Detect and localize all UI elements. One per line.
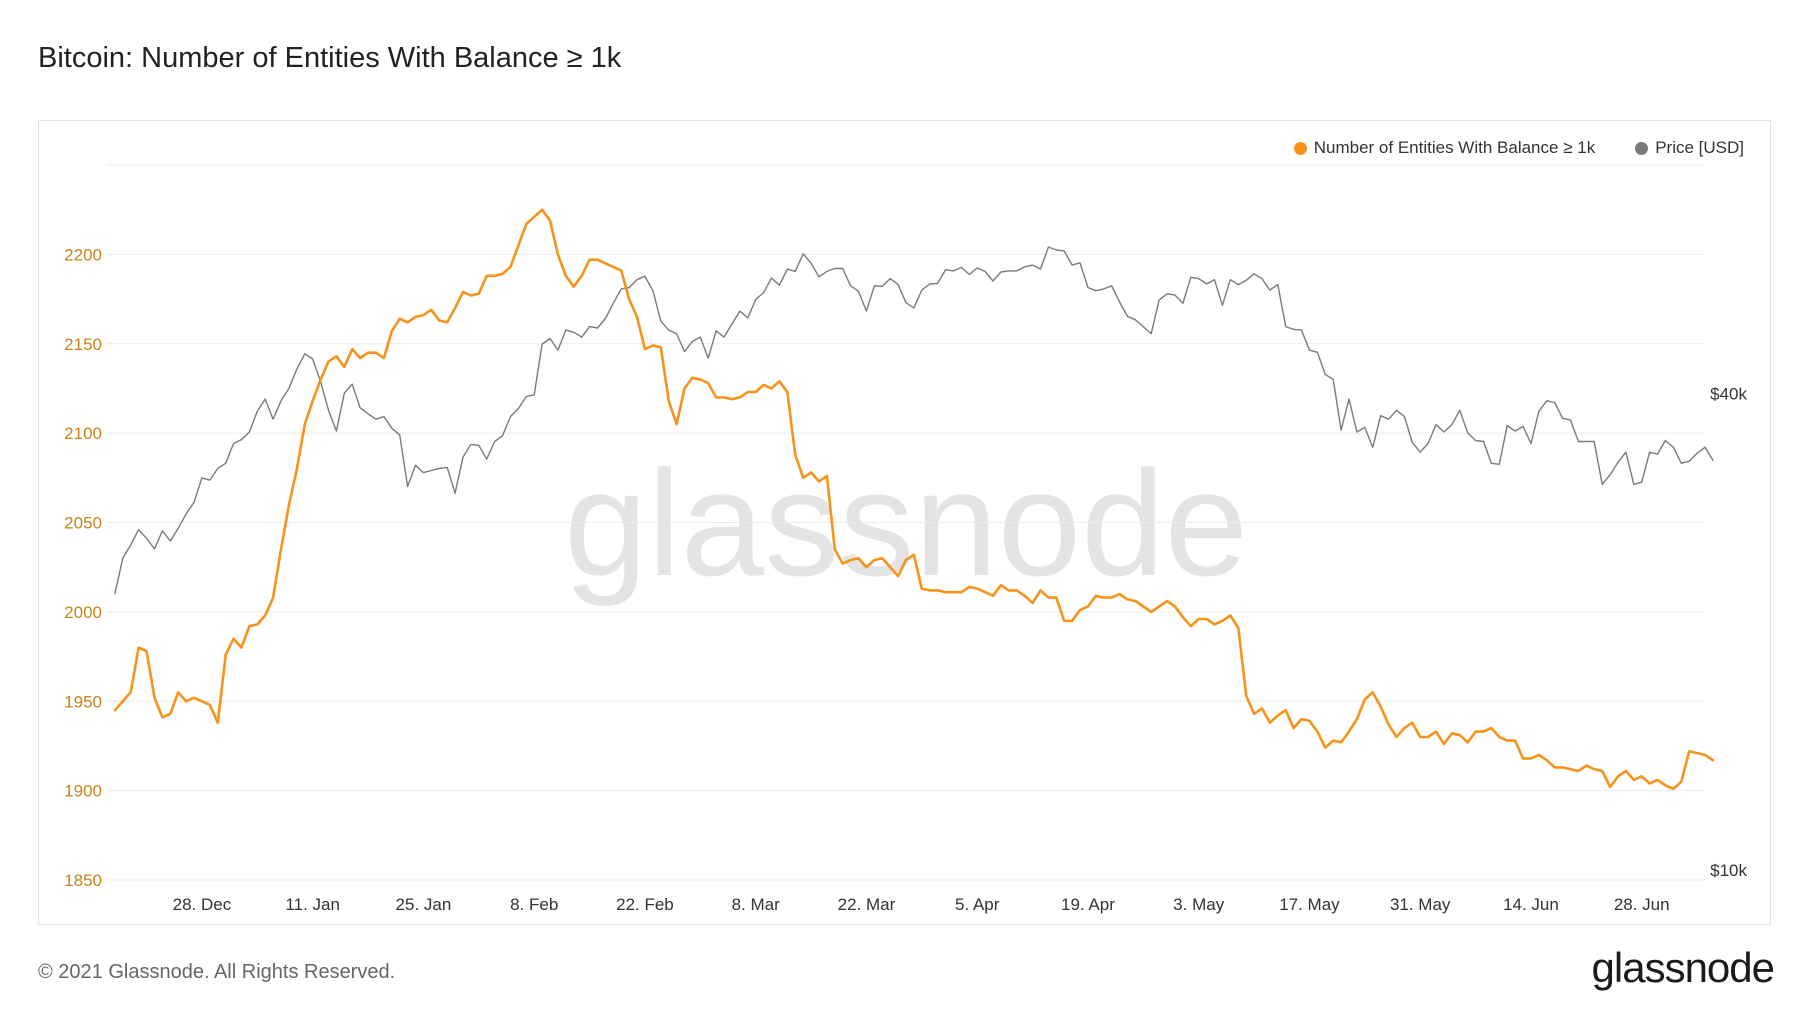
- y-left-tick-label-2200: 2200: [64, 245, 102, 264]
- x-tick-label-9: 3. May: [1173, 895, 1225, 914]
- x-tick-label-11: 31. May: [1390, 895, 1451, 914]
- x-tick-label-7: 5. Apr: [955, 895, 1000, 914]
- chart-legend: Number of Entities With Balance ≥ 1k Pri…: [1293, 138, 1744, 158]
- x-tick-label-5: 8. Mar: [732, 895, 781, 914]
- series-line-price: [114, 246, 1714, 595]
- y-left-tick-label-2150: 2150: [64, 335, 102, 354]
- x-tick-label-0: 28. Dec: [173, 895, 232, 914]
- legend-label-entities: Number of Entities With Balance ≥ 1k: [1313, 138, 1596, 157]
- copyright-text: © 2021 Glassnode. All Rights Reserved.: [38, 961, 396, 983]
- x-tick-label-8: 19. Apr: [1061, 895, 1115, 914]
- series-line-entities: [113, 208, 1715, 791]
- x-tick-label-4: 22. Feb: [616, 895, 674, 914]
- legend-item-price[interactable]: Price [USD]: [1635, 138, 1744, 158]
- y-left-tick-label-1900: 1900: [64, 782, 102, 801]
- y-right-tick-label-1: $40k: [1710, 384, 1747, 403]
- legend-label-price: Price [USD]: [1655, 138, 1744, 157]
- x-tick-label-10: 17. May: [1279, 895, 1340, 914]
- legend-dot-price: [1635, 141, 1649, 155]
- x-tick-label-2: 25. Jan: [396, 895, 452, 914]
- x-tick-label-12: 14. Jun: [1503, 895, 1559, 914]
- x-tick-label-1: 11. Jan: [285, 895, 340, 914]
- y-left-tick-label-2000: 2000: [64, 603, 102, 622]
- y-left-tick-label-2050: 2050: [64, 514, 102, 533]
- chart-title: Bitcoin: Number of Entities With Balance…: [38, 42, 622, 74]
- legend-item-entities[interactable]: Number of Entities With Balance ≥ 1k: [1293, 138, 1596, 158]
- x-tick-label-3: 8. Feb: [510, 895, 558, 914]
- y-left-tick-label-2100: 2100: [64, 424, 102, 443]
- y-left-tick-label-1950: 1950: [64, 692, 102, 711]
- x-tick-label-6: 22. Mar: [838, 895, 896, 914]
- legend-dot-entities: [1293, 141, 1307, 155]
- glassnode-logo[interactable]: glassnode: [1591, 944, 1775, 991]
- y-right-tick-label-0: $10k: [1710, 861, 1747, 880]
- y-left-tick-label-1850: 1850: [64, 871, 102, 890]
- x-tick-label-13: 28. Jun: [1614, 895, 1670, 914]
